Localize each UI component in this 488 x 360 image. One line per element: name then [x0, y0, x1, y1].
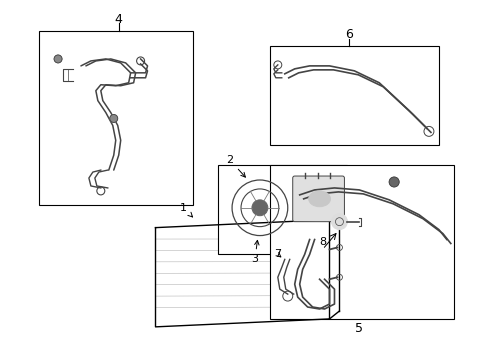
- Text: 3: 3: [251, 240, 259, 264]
- Circle shape: [109, 114, 118, 122]
- Text: 5: 5: [355, 322, 363, 336]
- Bar: [218, 165, 346, 255]
- Text: 4: 4: [115, 13, 122, 26]
- Text: 7: 7: [274, 249, 281, 260]
- Circle shape: [388, 177, 398, 187]
- Text: 2: 2: [226, 155, 245, 177]
- Text: 8: 8: [318, 237, 325, 247]
- Circle shape: [331, 214, 346, 230]
- Bar: [269, 165, 453, 319]
- FancyBboxPatch shape: [292, 176, 344, 222]
- Text: 1: 1: [180, 203, 192, 217]
- Bar: [39, 31, 193, 205]
- Bar: [269, 46, 438, 145]
- Circle shape: [251, 200, 267, 216]
- Text: 6: 6: [345, 28, 353, 41]
- Circle shape: [54, 55, 62, 63]
- Ellipse shape: [308, 191, 330, 207]
